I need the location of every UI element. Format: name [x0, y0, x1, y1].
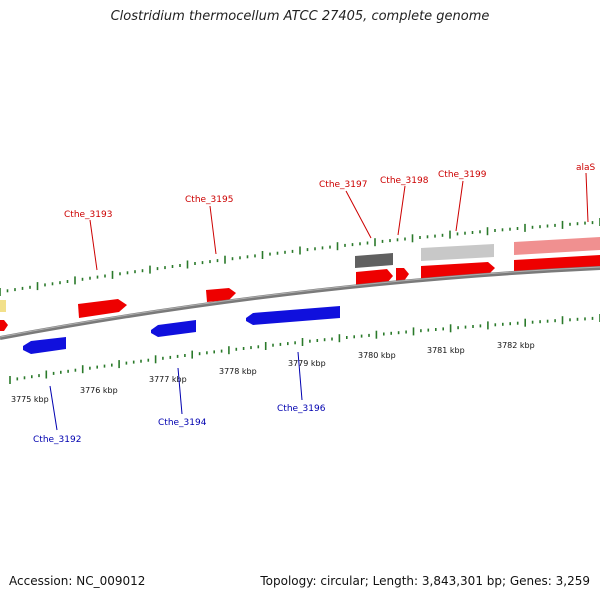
gene-cthe-3197[interactable]	[355, 253, 393, 268]
gene-cthe-3199[interactable]	[421, 244, 494, 261]
scale-label-3776: 3776 kbp	[80, 386, 118, 395]
label-cthe-3193[interactable]: Cthe_3193	[64, 210, 112, 220]
cds-forward-3192-left[interactable]	[0, 320, 8, 331]
label-cthe-3192[interactable]: Cthe_3192	[33, 435, 81, 445]
trna-feature[interactable]	[0, 300, 6, 312]
reverse-gene-labels: Cthe_3192 Cthe_3194 Cthe_3196	[33, 351, 326, 445]
scale-label-3779: 3779 kbp	[288, 359, 326, 368]
map-title: Clostridium thermocellum ATCC 27405, com…	[110, 9, 490, 24]
accession-text: Accession: NC_009012	[9, 574, 146, 588]
label-cthe-3199[interactable]: Cthe_3199	[438, 170, 487, 180]
leader-cthe-3197	[345, 190, 372, 239]
genome-backbone	[0, 266, 600, 340]
label-cthe-3195[interactable]: Cthe_3195	[185, 195, 233, 205]
cds-cthe-3195[interactable]	[206, 288, 236, 302]
scale-labels: 3775 kbp 3776 kbp 3777 kbp 3778 kbp 3779…	[11, 341, 535, 404]
leader-cthe-3192	[49, 385, 58, 431]
leader-cthe-3194	[177, 367, 183, 415]
label-cthe-3198[interactable]: Cthe_3198	[380, 176, 429, 186]
cds-cthe-3198[interactable]	[396, 268, 409, 282]
inner-tick-ring	[9, 314, 600, 384]
label-cthe-3197[interactable]: Cthe_3197	[319, 180, 367, 190]
cds-cthe-3196[interactable]	[246, 306, 340, 325]
genome-summary-text: Topology: circular; Length: 3,843,301 bp…	[260, 574, 590, 588]
label-alas[interactable]: alaS	[576, 163, 596, 173]
leader-cthe-3198	[397, 185, 406, 236]
leader-alas	[585, 172, 589, 223]
scale-label-3780: 3780 kbp	[358, 351, 396, 360]
leader-cthe-3193	[89, 219, 98, 271]
outer-tick-ring	[0, 218, 600, 296]
reverse-cds-track	[23, 306, 340, 354]
cds-cthe-3193[interactable]	[78, 299, 127, 318]
cds-cthe-3194[interactable]	[151, 320, 196, 337]
gene-alas[interactable]	[514, 237, 600, 255]
scale-label-3782: 3782 kbp	[497, 341, 535, 350]
leader-cthe-3195	[209, 205, 217, 255]
leader-cthe-3199	[455, 180, 464, 232]
label-cthe-3196[interactable]: Cthe_3196	[277, 404, 326, 414]
scale-label-3781: 3781 kbp	[427, 346, 465, 355]
genome-backbone-highlight	[0, 266, 600, 338]
forward-gene-labels: Cthe_3193 Cthe_3195 Cthe_3197 Cthe_3198 …	[64, 163, 596, 271]
label-cthe-3194[interactable]: Cthe_3194	[158, 418, 207, 428]
cds-cthe-3197[interactable]	[356, 269, 393, 285]
leader-cthe-3196	[297, 351, 303, 401]
scale-label-3775: 3775 kbp	[11, 395, 49, 404]
scale-label-3777: 3777 kbp	[149, 375, 187, 384]
scale-label-3778: 3778 kbp	[219, 367, 257, 376]
cds-cthe-3192[interactable]	[23, 337, 66, 354]
